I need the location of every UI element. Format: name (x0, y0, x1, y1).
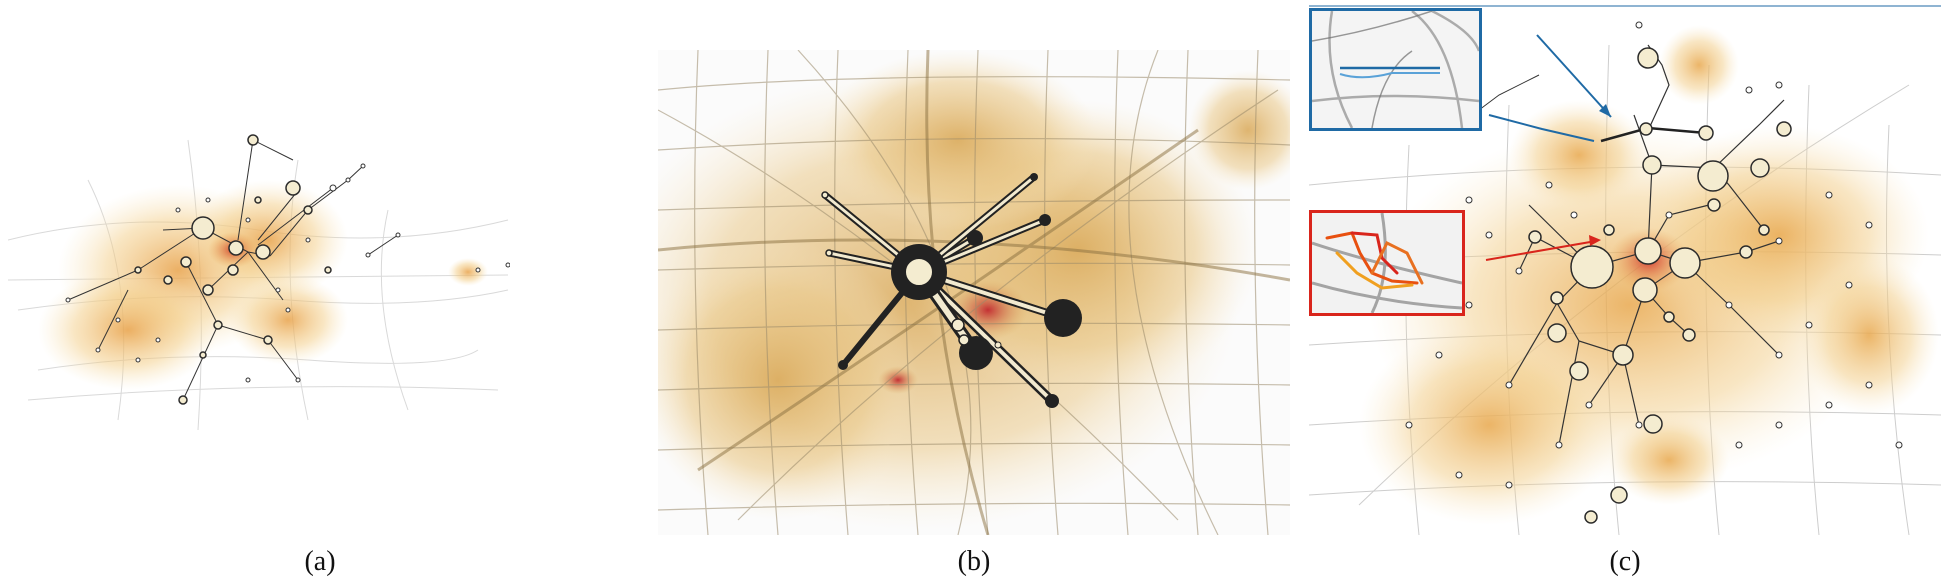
heat-a (38, 180, 488, 390)
nodes-c (1528, 47, 1792, 524)
panel-c-map (1309, 5, 1941, 535)
small-nodes-c (1405, 21, 1903, 489)
small-nodes-a (65, 163, 510, 383)
caption-b: (b) (957, 546, 991, 577)
caption-a: (a) (304, 546, 336, 577)
panel-b-svg (658, 50, 1290, 535)
panel-a-map (8, 80, 510, 440)
panel-a-svg (8, 134, 510, 431)
trajectory-inset-red (1309, 210, 1465, 316)
caption-c: (c) (1609, 546, 1641, 577)
panel-c-svg (1309, 5, 1941, 535)
nodes-b (821, 173, 1082, 408)
pointer-arrow-red (1485, 240, 1597, 261)
panel-b-map (658, 50, 1290, 535)
heat-c (1359, 25, 1939, 525)
trajectory-inset-blue (1309, 8, 1482, 131)
arrows-c (1485, 34, 1612, 261)
red-inset-svg (1312, 213, 1462, 313)
pointer-arrow-blue (1536, 34, 1612, 118)
nodes-a (134, 134, 332, 405)
blue-inset-svg (1312, 11, 1479, 128)
